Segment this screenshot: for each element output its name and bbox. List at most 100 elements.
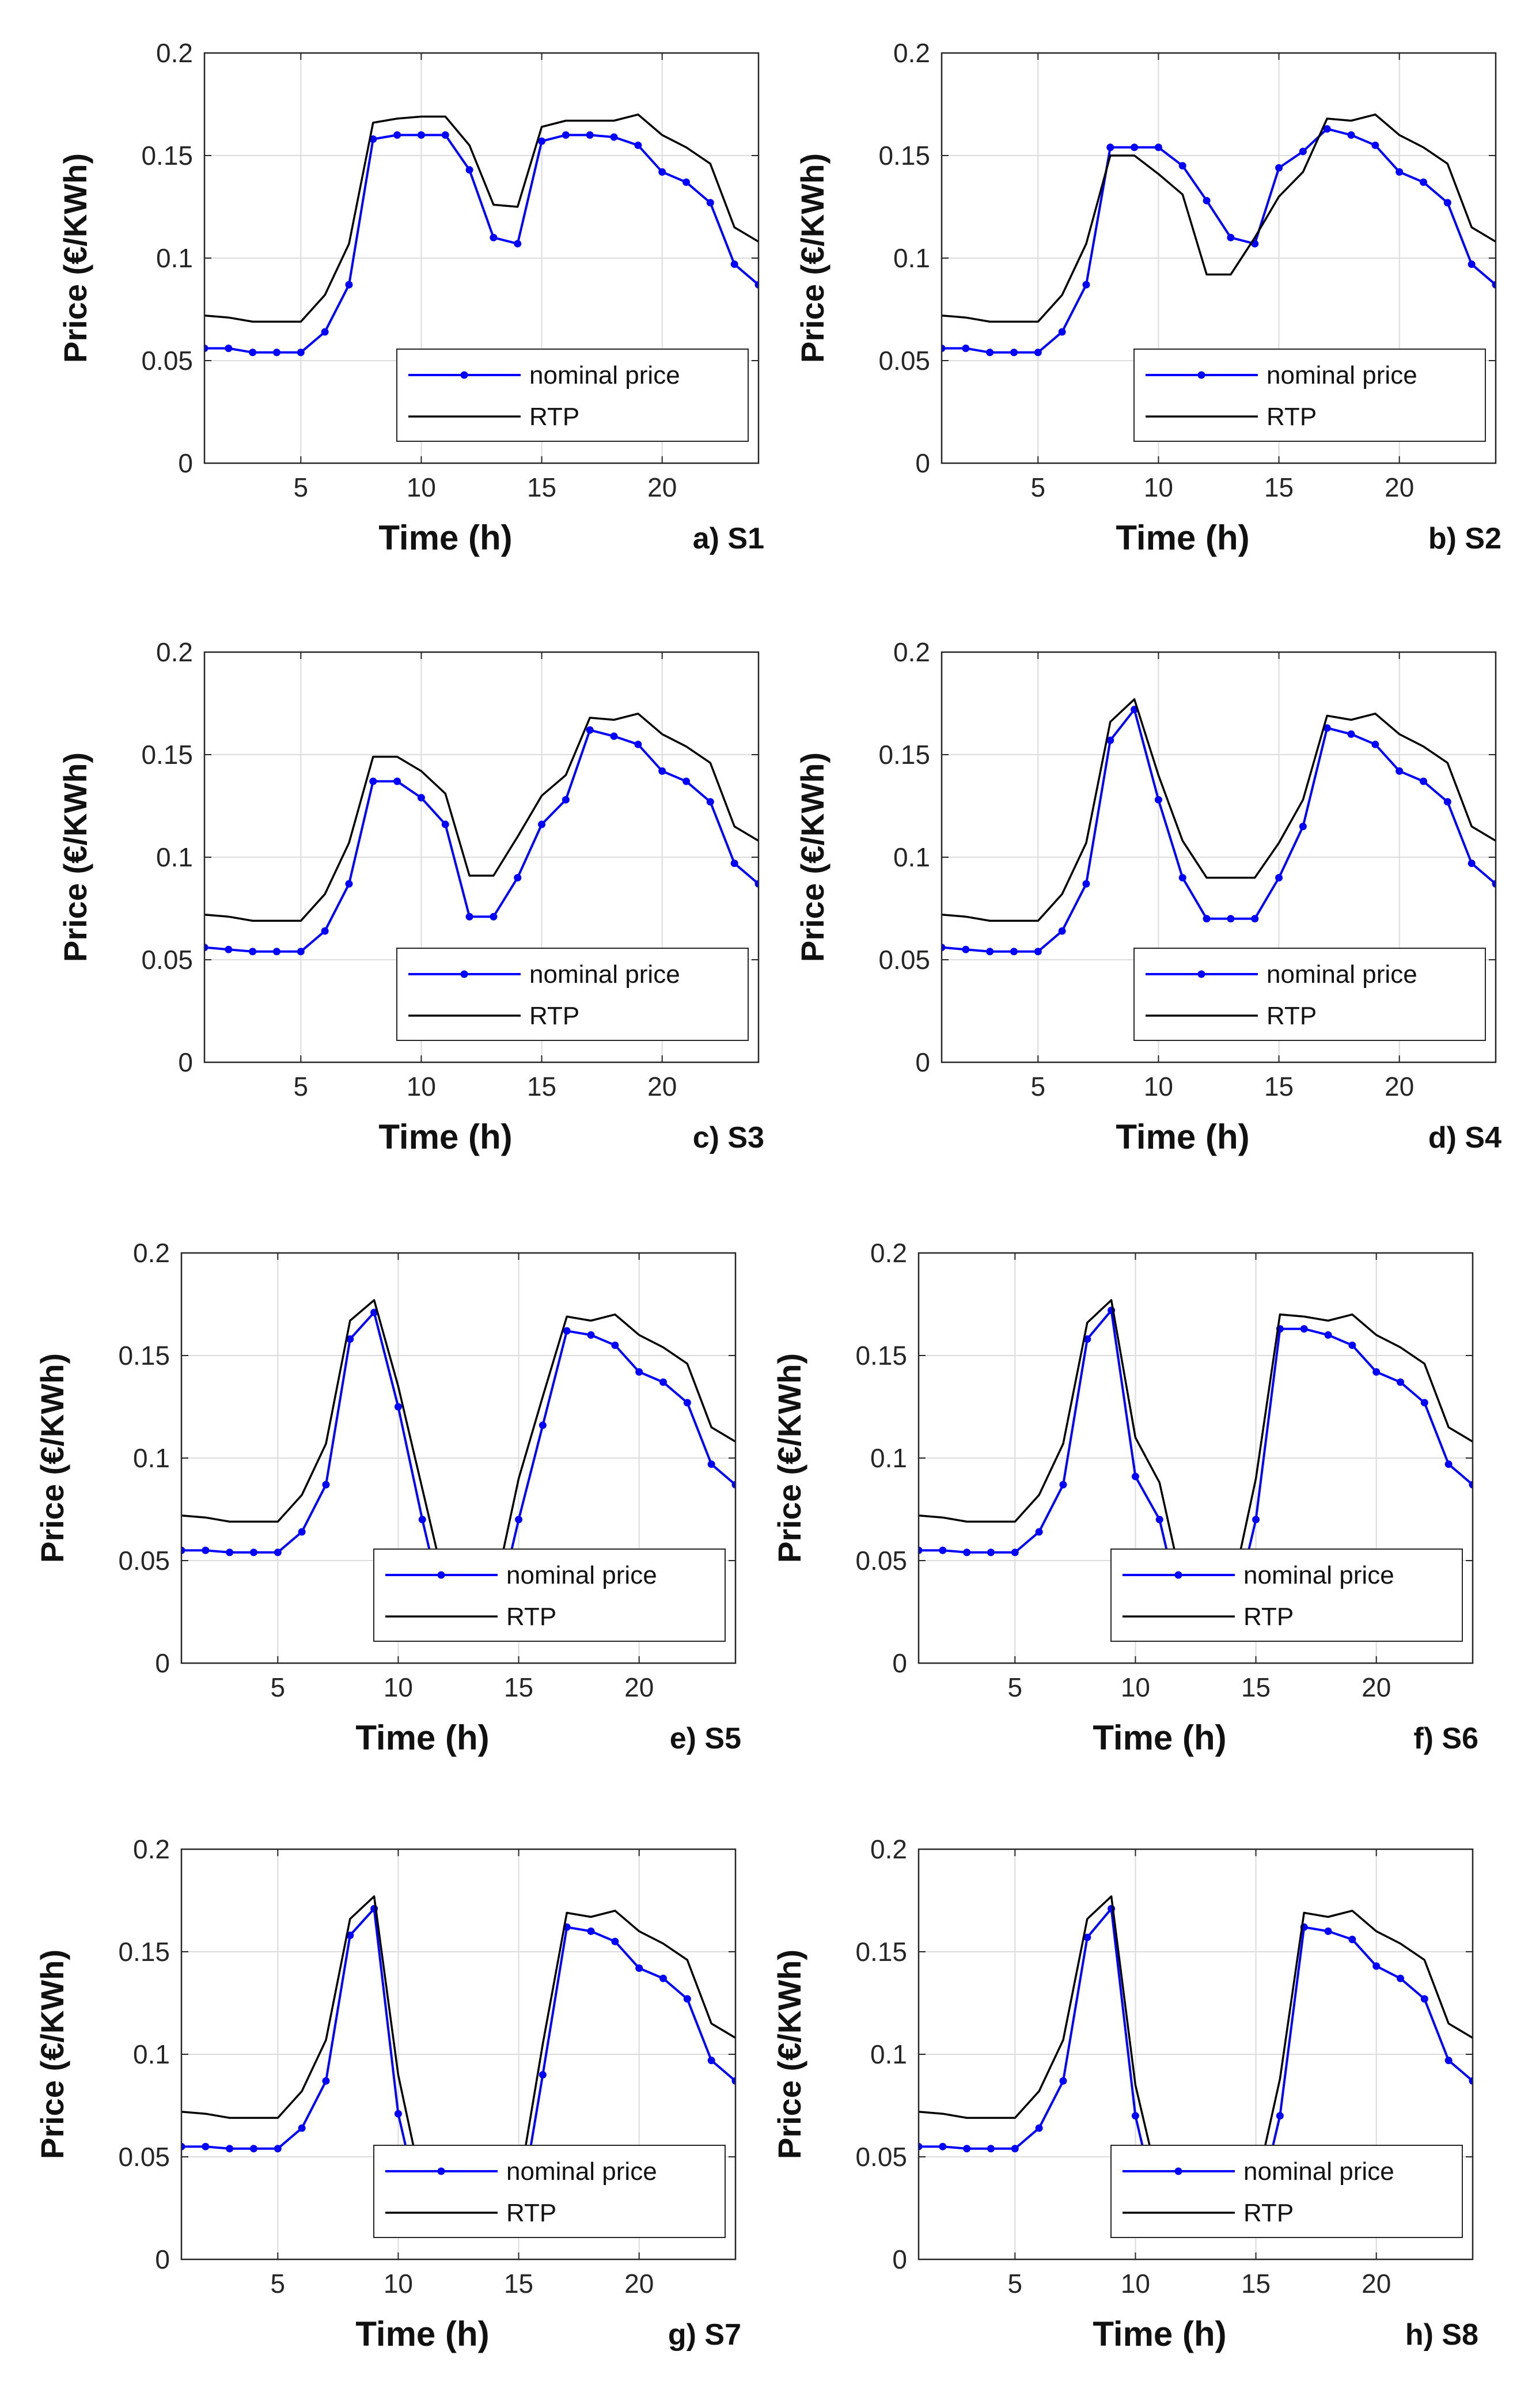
x-tick-label: 5: [1031, 472, 1046, 502]
y-tick-label: 0.05: [878, 945, 930, 975]
series-rtp: [204, 713, 759, 922]
data-point: [963, 1548, 971, 1557]
data-point: [272, 349, 280, 357]
legend: nominal price RTP: [1133, 948, 1486, 1041]
data-point: [1275, 164, 1283, 172]
series-line: [204, 713, 759, 922]
data-point: [394, 1403, 402, 1411]
data-point: [346, 1335, 354, 1343]
y-tick-label: 0.05: [878, 346, 930, 376]
data-point: [1276, 2112, 1284, 2120]
data-point: [562, 131, 570, 139]
data-point: [1372, 1962, 1381, 1970]
data-point: [1348, 1936, 1356, 1944]
x-tick-label: 20: [624, 2269, 654, 2299]
data-point: [345, 281, 353, 289]
x-tick-label: 15: [504, 1672, 533, 1702]
legend-label: RTP: [1243, 2199, 1294, 2227]
y-tick-label: 0.15: [878, 141, 930, 171]
data-point: [1444, 1460, 1453, 1468]
series-line: [204, 134, 759, 354]
data-point: [393, 777, 401, 785]
data-point: [1083, 1933, 1091, 1941]
series-rtp: [942, 113, 1496, 323]
legend-label: nominal price: [1266, 960, 1417, 989]
legend-box: [1133, 948, 1486, 1041]
y-tick-label: 0.15: [855, 1937, 907, 1967]
legend-entry: RTP: [1123, 2199, 1294, 2227]
chart-panel: 5 10 15 20 0 0.05 0.1 0.15 0.2 Price (€/KWh) Time …: [794, 38, 1501, 557]
data-point: [1131, 2112, 1139, 2120]
series-nominal-price: [204, 131, 759, 357]
data-point: [1467, 860, 1476, 868]
data-point: [514, 240, 522, 248]
series-line: [942, 113, 1496, 323]
legend-entry: RTP: [1146, 1002, 1317, 1030]
x-tick-label: 10: [384, 2269, 413, 2299]
x-tick-label: 5: [1008, 1672, 1023, 1702]
legend-box: [1110, 2145, 1463, 2238]
data-point: [1420, 178, 1428, 186]
data-point: [1397, 1974, 1405, 1982]
data-point: [634, 141, 642, 149]
x-axis-label: Time (h): [1093, 1718, 1226, 1757]
data-point: [611, 1937, 619, 1945]
data-point: [1323, 724, 1331, 732]
legend: nominal price RTP: [396, 948, 749, 1041]
data-point: [1154, 796, 1162, 804]
x-tick-label: 20: [1385, 472, 1414, 502]
data-point: [730, 260, 738, 268]
data-point: [1275, 874, 1283, 882]
legend-label: RTP: [529, 403, 579, 431]
data-point: [1252, 1516, 1260, 1524]
y-axis-label: Price (€/KWh): [794, 153, 831, 363]
y-tick-label: 0: [915, 1047, 930, 1077]
x-tick-label: 20: [1385, 1072, 1414, 1101]
data-point: [417, 131, 425, 139]
panel-title: h) S8: [1405, 2318, 1478, 2352]
x-axis-label: Time (h): [1116, 518, 1249, 557]
x-axis-label: Time (h): [1116, 1118, 1249, 1156]
data-point: [587, 1927, 595, 1935]
data-point: [181, 1546, 185, 1554]
x-tick-label: 15: [1241, 2269, 1271, 2299]
x-tick-label: 5: [271, 2269, 286, 2299]
data-point: [441, 820, 449, 828]
legend-marker: [460, 371, 468, 379]
data-point: [1371, 141, 1379, 149]
y-tick-label: 0: [178, 1047, 193, 1077]
legend-box: [1133, 349, 1486, 442]
x-tick-label: 5: [271, 1672, 286, 1702]
data-point: [465, 913, 473, 921]
legend-marker: [1174, 2167, 1182, 2175]
data-point: [393, 131, 401, 139]
data-point: [274, 2145, 282, 2153]
data-point: [1227, 915, 1235, 923]
series-nominal-price: [942, 706, 1496, 956]
x-tick-label: 10: [1144, 472, 1173, 502]
data-point: [1155, 1516, 1163, 1524]
data-point: [587, 1331, 595, 1339]
x-axis-label: Time (h): [378, 1118, 512, 1156]
data-point: [538, 820, 546, 828]
x-tick-label: 10: [407, 1072, 436, 1101]
data-point: [563, 1327, 571, 1335]
data-point: [297, 349, 305, 357]
panel-title: g) S7: [668, 2318, 741, 2352]
data-point: [1011, 2145, 1019, 2153]
x-axis-label: Time (h): [378, 518, 512, 557]
data-point: [962, 344, 970, 353]
data-point: [1396, 767, 1404, 775]
data-point: [658, 168, 666, 176]
data-point: [1082, 281, 1090, 289]
legend-entry: RTP: [408, 403, 579, 431]
y-tick-label: 0.2: [870, 1238, 907, 1268]
data-point: [1178, 162, 1186, 170]
x-tick-label: 5: [1031, 1072, 1046, 1101]
legend-marker: [1197, 970, 1205, 978]
data-point: [272, 948, 280, 956]
data-point: [515, 1516, 523, 1524]
y-tick-label: 0.2: [156, 38, 193, 68]
y-tick-label: 0.2: [133, 1834, 170, 1864]
data-point: [226, 1548, 234, 1557]
